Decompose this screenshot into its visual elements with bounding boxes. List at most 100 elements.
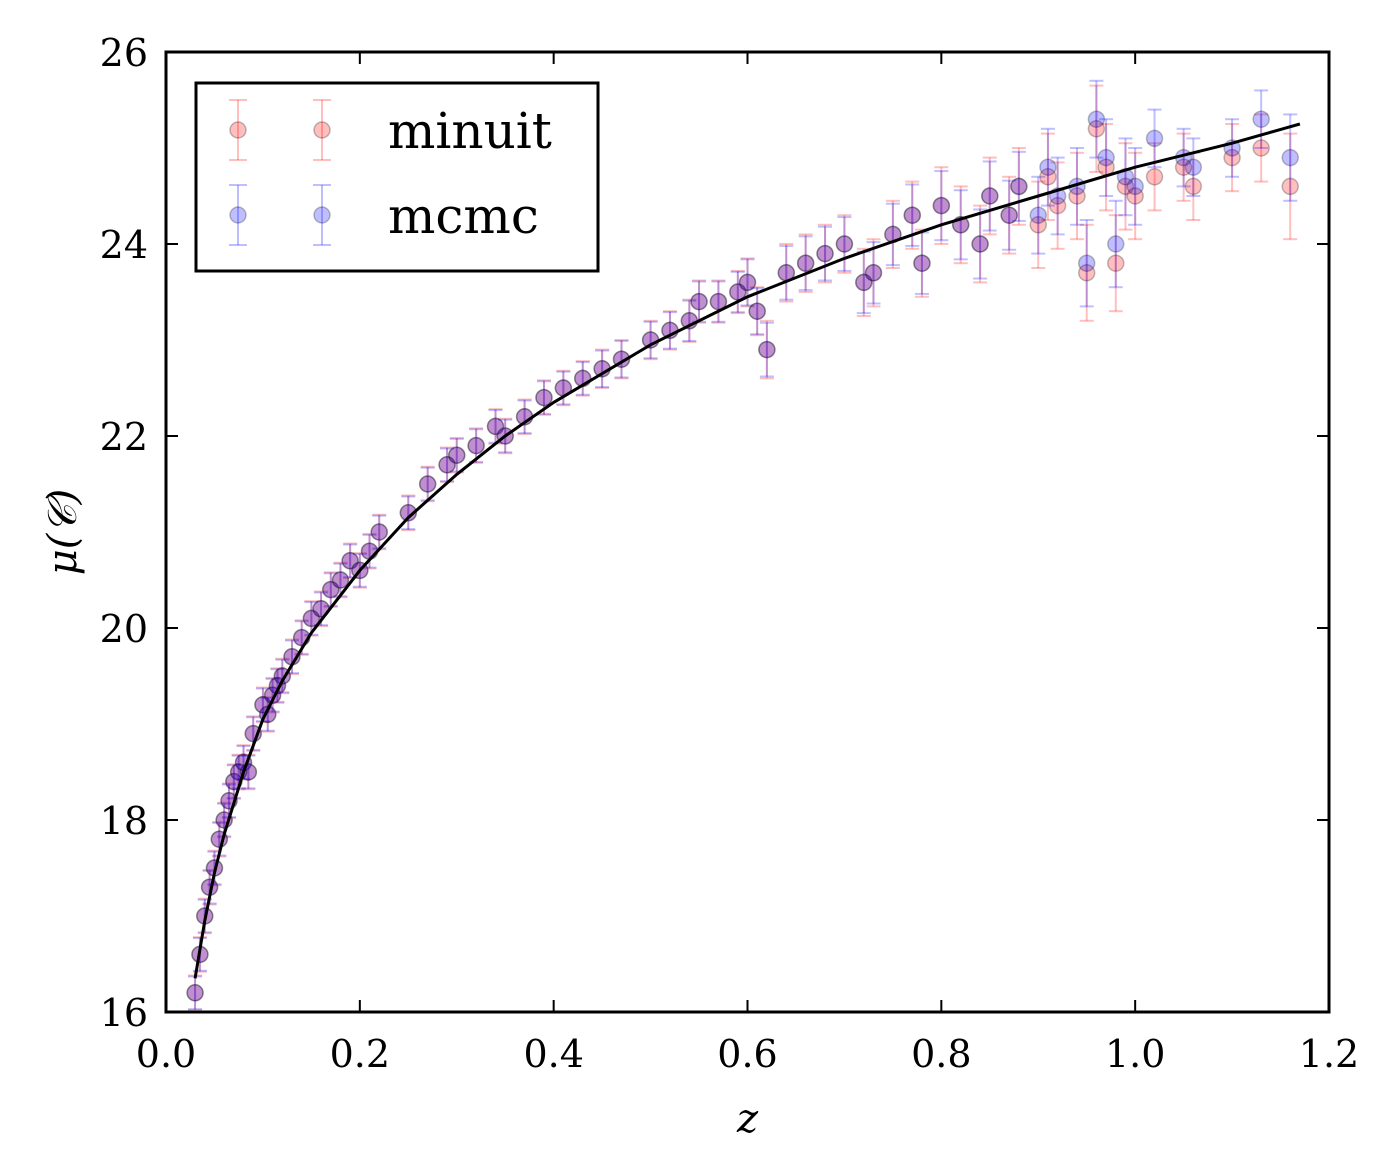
data-point (1281, 148, 1299, 167)
data-point (796, 254, 815, 272)
data-point (738, 273, 757, 292)
data-point (448, 446, 466, 464)
data-point (690, 292, 708, 311)
data-point (981, 187, 999, 205)
x-tick-label: 0.6 (717, 1032, 777, 1076)
data-point (903, 206, 922, 224)
data-point (1048, 196, 1067, 215)
data-point (438, 456, 456, 474)
y-tick-label: 20 (100, 607, 148, 651)
y-tick-label: 22 (100, 415, 148, 459)
data-point (360, 542, 379, 560)
legend: minuit mcmc (194, 81, 600, 273)
data-point (796, 254, 815, 272)
data-point (913, 254, 931, 272)
data-point (864, 264, 883, 282)
data-point (1000, 206, 1018, 224)
data-point (370, 523, 388, 541)
data-point (486, 417, 505, 436)
legend-label: mcmc (388, 187, 539, 245)
data-point (1097, 148, 1115, 167)
legend-box (194, 81, 600, 273)
data-point (1068, 187, 1086, 205)
x-tick-label: 0.0 (136, 1032, 196, 1076)
data-point (932, 196, 951, 215)
x-tick-label: 0.8 (911, 1032, 971, 1076)
data-point (1252, 139, 1270, 157)
data-point (322, 580, 340, 599)
data-point (758, 340, 776, 359)
data-point (748, 302, 766, 320)
data-point (486, 417, 505, 436)
data-point (1223, 148, 1241, 167)
data-point (1087, 120, 1106, 138)
data-point (399, 504, 418, 522)
data-point (331, 571, 350, 589)
data-point (1029, 206, 1047, 224)
legend-marker (229, 206, 247, 224)
data-point (467, 436, 485, 455)
fit-curve (193, 122, 1301, 979)
plot-layer (186, 79, 1301, 1012)
x-tick-label: 1.0 (1105, 1032, 1165, 1076)
data-point (418, 475, 437, 493)
data-point (971, 235, 989, 253)
data-point (1145, 129, 1164, 148)
data-point (903, 206, 922, 224)
data-point (1145, 168, 1164, 186)
data-point (1126, 177, 1144, 196)
data-point (1184, 177, 1203, 196)
data-point (331, 571, 350, 589)
data-point (816, 244, 834, 263)
x-tick-label: 1.2 (1299, 1032, 1359, 1076)
data-point (738, 273, 757, 292)
y-tick-label: 26 (100, 31, 148, 75)
data-point (816, 244, 834, 263)
data-point (835, 235, 854, 253)
data-point (1029, 216, 1047, 234)
data-point (1116, 177, 1135, 196)
data-point (302, 609, 321, 628)
data-point (341, 552, 359, 570)
y-tick-label: 18 (100, 799, 148, 843)
data-point (322, 580, 340, 599)
data-point (535, 388, 553, 407)
data-point (1252, 110, 1270, 128)
data-point (855, 273, 873, 292)
y-tick-label: 16 (100, 991, 148, 1035)
data-point (302, 609, 321, 628)
data-point (448, 446, 466, 464)
data-point (971, 235, 989, 253)
data-point (467, 436, 485, 455)
data-point (1039, 158, 1057, 176)
data-point (864, 264, 883, 282)
x-tick-label: 0.2 (330, 1032, 390, 1076)
y-tick-label: 24 (100, 223, 148, 267)
data-point (1184, 158, 1203, 176)
data-point (913, 254, 931, 272)
data-point (1107, 235, 1125, 253)
mcmc-series (186, 79, 1299, 1011)
data-point (1126, 187, 1144, 205)
data-point (1077, 264, 1096, 282)
data-point (418, 475, 437, 493)
data-point (1107, 254, 1125, 272)
data-point (855, 273, 873, 292)
legend-label: minuit (388, 102, 552, 160)
data-point (1000, 206, 1018, 224)
minuit-series (186, 84, 1299, 1012)
data-point (932, 196, 951, 215)
data-point (1087, 110, 1106, 128)
data-point (1010, 177, 1028, 196)
data-point (758, 340, 776, 359)
data-point (341, 552, 359, 570)
legend-marker (229, 121, 247, 139)
data-point (690, 292, 708, 311)
axes-layer: 0.0 0.2 0.4 0.6 0.8 1.0 1.2 16 18 20 22 24 26 z μ(𝒞) (40, 31, 1359, 1142)
data-point (835, 235, 854, 253)
x-tick-label: 0.4 (523, 1032, 583, 1076)
y-axis-label: μ(𝒞) (40, 489, 86, 575)
data-point (186, 984, 204, 1002)
data-point (1281, 177, 1299, 196)
